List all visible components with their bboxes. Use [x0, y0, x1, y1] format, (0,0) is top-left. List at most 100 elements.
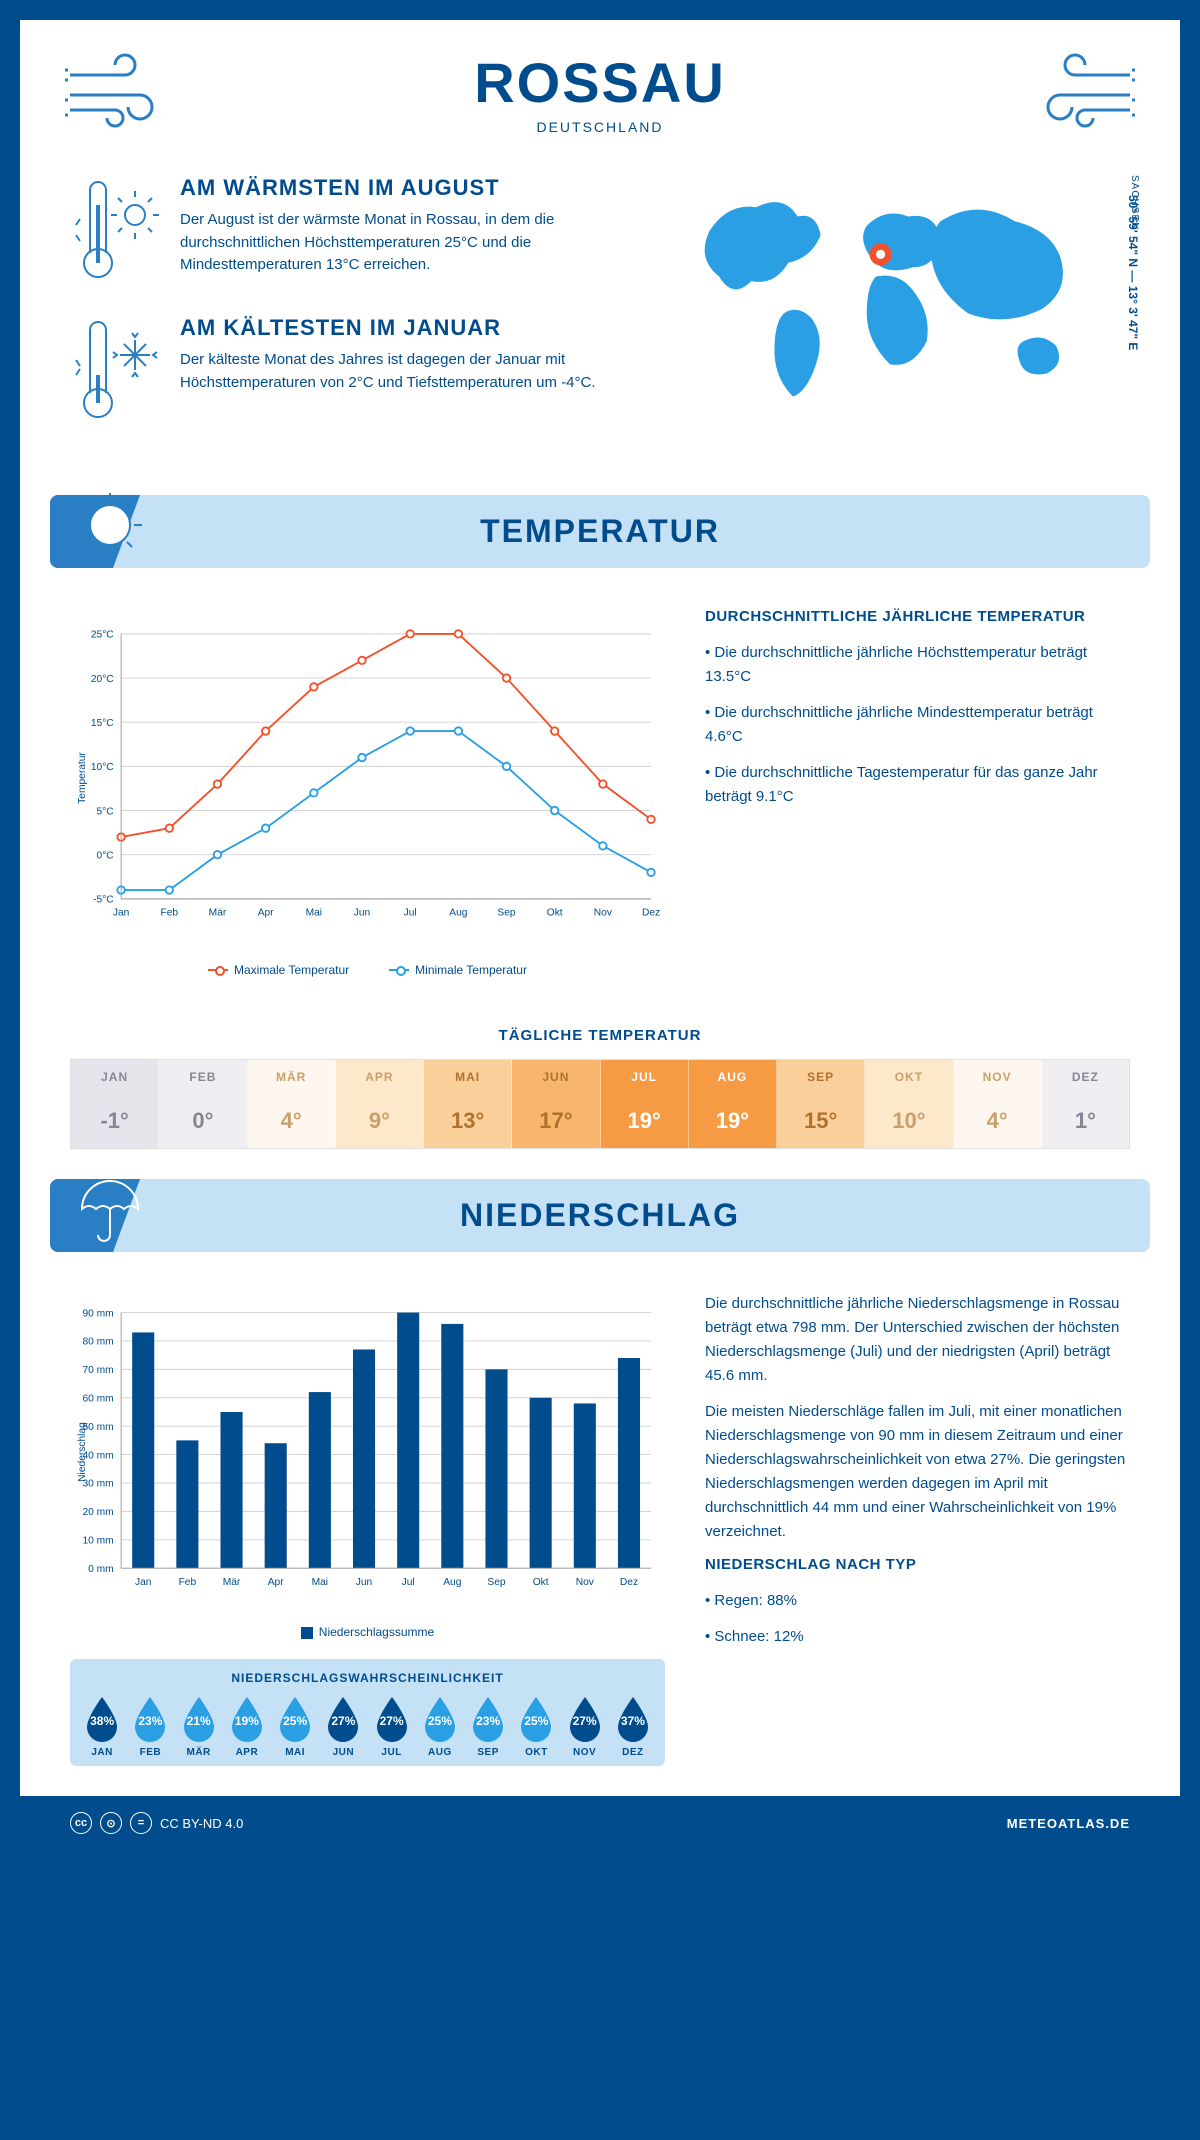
raindrop-icon: 21%: [180, 1695, 218, 1743]
svg-text:-5°C: -5°C: [93, 895, 114, 906]
svg-text:Okt: Okt: [533, 1577, 549, 1588]
nd-icon: =: [130, 1812, 152, 1834]
daily-month: NOV: [954, 1060, 1041, 1094]
prob-month: MÄR: [175, 1747, 223, 1758]
svg-text:25°C: 25°C: [91, 630, 114, 641]
raindrop-icon: 38%: [83, 1695, 121, 1743]
prob-cell: 23% SEP: [464, 1695, 512, 1758]
daily-cell: NOV4°: [954, 1060, 1042, 1148]
raindrop-icon: 23%: [131, 1695, 169, 1743]
svg-text:Sep: Sep: [497, 908, 515, 919]
daily-temp-title: TÄGLICHE TEMPERATUR: [20, 1027, 1180, 1044]
daily-cell: MÄR4°: [248, 1060, 336, 1148]
svg-text:0 mm: 0 mm: [88, 1564, 114, 1575]
daily-value: 4°: [954, 1094, 1041, 1148]
prob-month: JUN: [319, 1747, 367, 1758]
fact-warmest-title: AM WÄRMSTEN IM AUGUST: [180, 175, 610, 201]
footer: cc ⊙ = CC BY-ND 4.0 METEOATLAS.DE: [20, 1796, 1180, 1850]
fact-coldest-body: Der kälteste Monat des Jahres ist dagege…: [180, 349, 610, 394]
city-title: ROSSAU: [40, 50, 1160, 115]
daily-month: FEB: [159, 1060, 246, 1094]
prob-month: SEP: [464, 1747, 512, 1758]
prob-value: 27%: [573, 1714, 597, 1728]
precip-legend: Niederschlagssumme: [70, 1625, 665, 1639]
raindrop-icon: 27%: [566, 1695, 604, 1743]
daily-value: 9°: [336, 1094, 423, 1148]
svg-text:Jul: Jul: [404, 908, 417, 919]
precip-type-heading: NIEDERSCHLAG NACH TYP: [705, 1556, 1130, 1573]
prob-month: FEB: [126, 1747, 174, 1758]
sun-icon: [70, 485, 150, 565]
prob-value: 21%: [187, 1714, 211, 1728]
svg-text:20 mm: 20 mm: [82, 1507, 113, 1518]
prob-value: 19%: [235, 1714, 259, 1728]
svg-text:Apr: Apr: [258, 908, 274, 919]
svg-text:90 mm: 90 mm: [82, 1308, 113, 1319]
site-label: METEOATLAS.DE: [1007, 1816, 1130, 1831]
precip-type-b1: • Regen: 88%: [705, 1589, 1130, 1613]
prob-cell: 25% OKT: [512, 1695, 560, 1758]
prob-cell: 37% DEZ: [609, 1695, 657, 1758]
prob-value: 25%: [283, 1714, 307, 1728]
legend-min: Minimale Temperatur: [389, 963, 527, 977]
intro-section: AM WÄRMSTEN IM AUGUST Der August ist der…: [20, 155, 1180, 485]
precipitation-heading: NIEDERSCHLAG: [70, 1197, 1130, 1234]
svg-text:70 mm: 70 mm: [82, 1365, 113, 1376]
svg-text:Niederschlag: Niederschlag: [77, 1422, 88, 1482]
daily-cell: AUG19°: [689, 1060, 777, 1148]
temp-summary-heading: DURCHSCHNITTLICHE JÄHRLICHE TEMPERATUR: [705, 608, 1130, 625]
daily-cell: FEB0°: [159, 1060, 247, 1148]
prob-cell: 27% NOV: [561, 1695, 609, 1758]
svg-text:Mär: Mär: [223, 1577, 241, 1588]
prob-month: MAI: [271, 1747, 319, 1758]
daily-value: 13°: [424, 1094, 511, 1148]
daily-cell: MAI13°: [424, 1060, 512, 1148]
precip-p1: Die durchschnittliche jährliche Niedersc…: [705, 1292, 1130, 1388]
world-map-box: SACHSEN 50° 59' 54" N — 13° 3' 47" E: [640, 175, 1130, 455]
precipitation-section-header: NIEDERSCHLAG: [50, 1179, 1150, 1252]
location-marker-icon: [869, 243, 891, 265]
cc-icon: cc: [70, 1812, 92, 1834]
daily-value: 1°: [1042, 1094, 1129, 1148]
coords-label: 50° 59' 54" N — 13° 3' 47" E: [1126, 195, 1140, 350]
precip-type-b2: • Schnee: 12%: [705, 1625, 1130, 1649]
daily-month: OKT: [865, 1060, 952, 1094]
temperature-chart: -5°C0°C5°C10°C15°C20°C25°CJanFebMärAprMa…: [70, 608, 665, 977]
raindrop-icon: 19%: [228, 1695, 266, 1743]
daily-value: 0°: [159, 1094, 246, 1148]
svg-text:10 mm: 10 mm: [82, 1536, 113, 1547]
temp-bullet-2: • Die durchschnittliche jährliche Mindes…: [705, 701, 1130, 749]
country-label: DEUTSCHLAND: [40, 119, 1160, 135]
fact-coldest-text: AM KÄLTESTEN IM JANUAR Der kälteste Mona…: [180, 315, 610, 430]
raindrop-icon: 25%: [276, 1695, 314, 1743]
precip-p2: Die meisten Niederschläge fallen im Juli…: [705, 1400, 1130, 1544]
svg-text:Aug: Aug: [443, 1577, 461, 1588]
daily-value: 17°: [512, 1094, 599, 1148]
prob-cell: 38% JAN: [78, 1695, 126, 1758]
svg-text:Jun: Jun: [356, 1577, 373, 1588]
infographic-page: ROSSAU DEUTSCHLAND AM WÄRMSTEN IM AUGUST…: [20, 20, 1180, 1850]
daily-value: 15°: [777, 1094, 864, 1148]
svg-text:15°C: 15°C: [91, 718, 114, 729]
daily-month: MAI: [424, 1060, 511, 1094]
svg-text:10°C: 10°C: [91, 762, 114, 773]
thermometer-hot-icon: [70, 175, 160, 290]
prob-value: 25%: [428, 1714, 452, 1728]
prob-month: APR: [223, 1747, 271, 1758]
daily-month: AUG: [689, 1060, 776, 1094]
fact-warmest: AM WÄRMSTEN IM AUGUST Der August ist der…: [70, 175, 610, 290]
raindrop-icon: 27%: [373, 1695, 411, 1743]
svg-text:20°C: 20°C: [91, 674, 114, 685]
daily-cell: SEP15°: [777, 1060, 865, 1148]
daily-cell: JUL19°: [601, 1060, 689, 1148]
fact-coldest-title: AM KÄLTESTEN IM JANUAR: [180, 315, 610, 341]
precipitation-chart-box: 0 mm10 mm20 mm30 mm40 mm50 mm60 mm70 mm8…: [70, 1292, 665, 1766]
daily-value: 4°: [248, 1094, 335, 1148]
daily-value: 19°: [689, 1094, 776, 1148]
temperature-section-header: TEMPERATUR: [50, 495, 1150, 568]
daily-value: 19°: [601, 1094, 688, 1148]
daily-month: DEZ: [1042, 1060, 1129, 1094]
daily-cell: DEZ1°: [1042, 1060, 1129, 1148]
svg-text:Nov: Nov: [594, 908, 613, 919]
daily-value: -1°: [71, 1094, 158, 1148]
